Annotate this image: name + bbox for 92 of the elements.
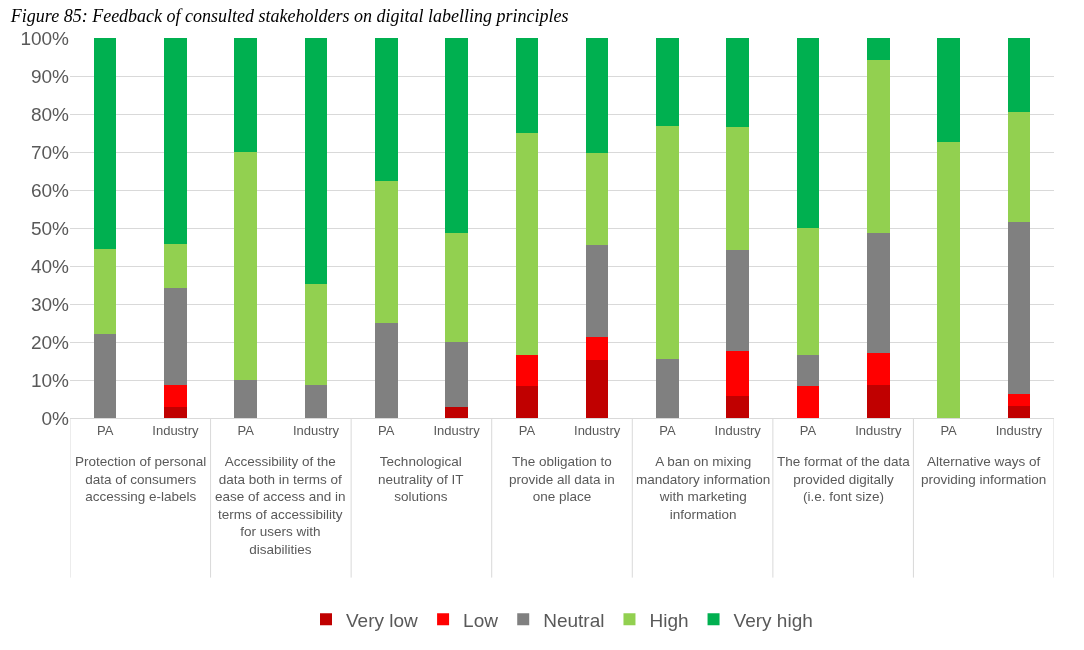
bar xyxy=(656,38,679,126)
bar xyxy=(1007,405,1031,418)
legend-label: Very low xyxy=(346,609,419,631)
bar xyxy=(445,38,468,234)
bar xyxy=(164,244,187,288)
x-tick-label: Industry xyxy=(995,422,1043,438)
legend-label: Very high xyxy=(733,609,813,631)
bar xyxy=(1007,111,1031,222)
bar xyxy=(375,38,398,181)
x-tick-label: PA xyxy=(237,422,255,438)
bar xyxy=(234,380,257,418)
bar xyxy=(93,333,117,418)
bar xyxy=(234,38,257,152)
x-tick-label: Industry xyxy=(714,422,762,438)
bar xyxy=(164,385,187,407)
bar xyxy=(585,38,609,154)
bar xyxy=(585,245,609,338)
x-tick-label: PA xyxy=(378,422,395,438)
bar xyxy=(1007,221,1031,394)
bar xyxy=(375,323,398,418)
y-tick-label: 90% xyxy=(30,65,70,87)
bar xyxy=(585,153,609,246)
legend-label: Neutral xyxy=(543,609,605,631)
y-tick-label: 70% xyxy=(30,141,70,163)
bar xyxy=(234,152,257,380)
bar xyxy=(867,352,890,386)
bar xyxy=(164,406,187,418)
bar xyxy=(164,287,187,386)
bar xyxy=(515,354,539,387)
x-tick-label: PA xyxy=(659,422,676,438)
x-tick-label: PA xyxy=(96,422,114,438)
legend-label: Low xyxy=(463,609,499,631)
x-tick-label: Industry xyxy=(433,422,481,438)
bar xyxy=(445,406,468,418)
bar xyxy=(445,233,468,342)
bar xyxy=(1007,38,1031,112)
bar xyxy=(304,38,328,284)
bar xyxy=(515,38,539,134)
bar xyxy=(726,395,749,418)
text: The obligation to provide all data in one place xyxy=(509,454,615,505)
x-tick-label: Industry xyxy=(152,422,200,438)
y-tick-label: 100% xyxy=(20,27,70,49)
bar xyxy=(937,38,960,142)
bar xyxy=(375,180,398,323)
bar xyxy=(726,350,749,396)
text: Alternative ways of providing information xyxy=(921,454,1047,487)
y-tick-label: 80% xyxy=(30,103,70,125)
bar xyxy=(656,125,679,360)
bar xyxy=(93,249,117,334)
x-tick-label: Industry xyxy=(574,422,621,438)
bar xyxy=(304,384,328,418)
bar xyxy=(796,38,820,229)
y-tick-label: 60% xyxy=(30,179,70,201)
bar xyxy=(445,342,468,407)
y-tick-label: 30% xyxy=(30,293,70,315)
text: Accessibility of the data both in terms of ease of access and in terms of accessibility for users with disabilities xyxy=(215,454,346,557)
bar xyxy=(515,386,539,418)
x-tick-label: PA xyxy=(518,422,536,438)
text: A ban on mixing mandatory information with marketing information xyxy=(636,454,771,522)
bar xyxy=(867,59,890,234)
y-tick-label: 40% xyxy=(30,255,70,277)
bar xyxy=(93,38,117,250)
bar xyxy=(515,133,539,355)
bar xyxy=(304,283,328,385)
y-tick-label: 10% xyxy=(30,369,70,391)
chart-title: Figure 85: Feedback of consulted stakeholders on digital labelling principles xyxy=(9,6,569,27)
bar xyxy=(726,250,749,351)
bar xyxy=(867,233,890,353)
bar xyxy=(796,354,820,387)
text: Technological neutrality of IT solutions xyxy=(378,454,464,505)
bar xyxy=(1007,393,1031,406)
bar xyxy=(796,386,820,418)
y-tick-label: 0% xyxy=(41,407,70,429)
bar xyxy=(585,337,609,361)
y-tick-label: 50% xyxy=(30,217,70,239)
bar xyxy=(656,359,679,418)
bar xyxy=(796,228,820,355)
bar xyxy=(726,126,749,251)
text: The format of the data provided digitally (i.e. font size) xyxy=(777,454,911,505)
bar xyxy=(867,38,890,60)
bar xyxy=(164,38,187,245)
bar xyxy=(867,385,890,418)
legend-label: High xyxy=(649,609,689,631)
text: Protection of personal data of consumers accessing e-labels xyxy=(75,454,207,505)
x-tick-label: PA xyxy=(940,422,958,438)
bar xyxy=(585,360,609,418)
x-tick-label: Industry xyxy=(292,422,340,438)
bar xyxy=(937,141,960,418)
y-tick-label: 20% xyxy=(30,331,70,353)
bar xyxy=(726,38,749,127)
x-tick-label: Industry xyxy=(855,422,902,438)
x-tick-label: PA xyxy=(799,422,817,438)
